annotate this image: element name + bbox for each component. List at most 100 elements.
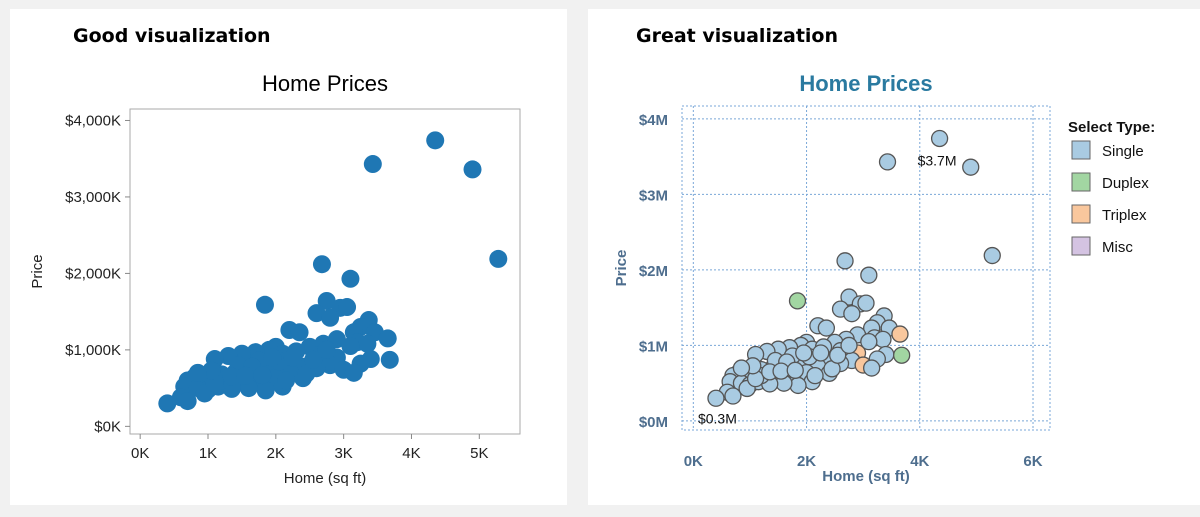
legend-item-duplex[interactable]: Duplex bbox=[1102, 175, 1149, 192]
scatter-point bbox=[312, 255, 331, 274]
left-panel-heading: Good visualization bbox=[73, 25, 271, 47]
y-tick-label: $0M bbox=[639, 414, 668, 431]
y-axis-label: Price bbox=[613, 250, 630, 287]
scatter-point-single bbox=[806, 366, 824, 385]
y-tick-label: $1,000K bbox=[65, 342, 121, 359]
scatter-point-single bbox=[860, 266, 878, 284]
y-tick-label: $2,000K bbox=[65, 265, 121, 282]
scatter-point bbox=[253, 366, 272, 385]
scatter-point bbox=[222, 367, 241, 386]
scatter-point bbox=[321, 308, 340, 327]
scatter-point bbox=[277, 371, 295, 390]
scatter-point-single bbox=[857, 294, 875, 312]
legend-swatch-single[interactable] bbox=[1071, 140, 1091, 160]
x-tick-label: 6K bbox=[1023, 453, 1042, 470]
scatter-point-triplex bbox=[891, 325, 909, 343]
scatter-point bbox=[341, 269, 360, 288]
scatter-point bbox=[489, 249, 508, 268]
scatter-point-single bbox=[930, 129, 949, 148]
legend-swatch-duplex[interactable] bbox=[1071, 172, 1091, 192]
x-tick-label: 0K bbox=[131, 445, 149, 462]
legend-swatch-misc[interactable] bbox=[1071, 236, 1091, 256]
scatter-point bbox=[317, 291, 336, 310]
right-panel: Great visualization Home Prices 0K 2K 4K 6K $… bbox=[588, 9, 1200, 505]
scatter-point-single bbox=[829, 346, 847, 364]
scatter-point bbox=[463, 160, 482, 179]
y-axis-label: Price bbox=[29, 254, 46, 288]
y-tick-label: $1M bbox=[639, 338, 668, 355]
right-panel-heading: Great visualization bbox=[636, 25, 839, 47]
scatter-point-single bbox=[878, 153, 897, 171]
plot-frame bbox=[129, 108, 521, 435]
y-tick-label: $4,000K bbox=[65, 112, 121, 129]
scatter-point-duplex bbox=[788, 292, 807, 310]
scatter-point bbox=[307, 304, 326, 323]
right-chart: Home Prices 0K 2K 4K 6K $0M $1M $2M $3M $4M Home (… bbox=[613, 71, 1155, 485]
scatter-point bbox=[283, 348, 302, 367]
x-tick-label: 4K bbox=[402, 445, 420, 462]
scatter-point-single bbox=[874, 330, 892, 349]
x-tick-label: 3K bbox=[334, 445, 352, 462]
scatter-point bbox=[158, 394, 177, 413]
scatter-point-single bbox=[707, 389, 725, 407]
scatter-point-single bbox=[863, 359, 881, 377]
scatter-point-single bbox=[840, 336, 858, 355]
scatter-point-single bbox=[786, 361, 804, 379]
legend-item-misc[interactable]: Misc bbox=[1102, 239, 1133, 256]
scatter-point-single bbox=[789, 376, 807, 395]
scatter-point-single bbox=[817, 319, 836, 337]
scatter-point-single bbox=[836, 252, 854, 270]
scatter-point bbox=[178, 392, 197, 411]
x-axis-label: Home (sq ft) bbox=[822, 468, 910, 485]
x-tick-label: 1K bbox=[199, 445, 217, 462]
legend-item-triplex[interactable]: Triplex bbox=[1102, 207, 1147, 224]
scatter-point-duplex bbox=[893, 346, 911, 364]
scatter-point-single bbox=[860, 332, 878, 351]
scatter-point bbox=[236, 366, 255, 385]
plot-frame bbox=[681, 105, 1051, 431]
legend-title: Select Type: bbox=[1068, 119, 1155, 136]
scatter-point bbox=[338, 298, 357, 317]
annotation-max-price: $3.7M bbox=[918, 152, 957, 168]
x-tick-label: 5K bbox=[470, 445, 488, 462]
annotation-min-price: $0.3M bbox=[698, 410, 737, 426]
x-axis-label: Home (sq ft) bbox=[284, 470, 367, 487]
y-tick-label: $3M bbox=[639, 187, 668, 204]
scatter-point bbox=[426, 131, 445, 150]
x-tick-label: 0K bbox=[684, 453, 703, 470]
scatter-point bbox=[290, 323, 309, 342]
scatter-point-single bbox=[983, 246, 1001, 265]
scatter-point bbox=[358, 334, 377, 353]
scatter-point bbox=[188, 363, 207, 382]
scatter-point-single bbox=[843, 305, 861, 323]
scatter-point bbox=[263, 348, 282, 367]
scatter-point-single bbox=[732, 359, 751, 377]
y-tick-label: $0K bbox=[94, 418, 121, 435]
legend-item-single[interactable]: Single bbox=[1102, 143, 1144, 160]
y-tick-label: $3,000K bbox=[65, 189, 121, 206]
x-tick-label: 4K bbox=[910, 453, 929, 470]
scatter-point bbox=[380, 350, 399, 369]
scatter-point bbox=[363, 155, 382, 174]
x-tick-label: 2K bbox=[267, 445, 285, 462]
scatter-point bbox=[341, 337, 360, 356]
scatter-point bbox=[304, 350, 323, 369]
scatter-point bbox=[256, 381, 275, 400]
scatter-point-single bbox=[724, 387, 742, 405]
legend-swatch-triplex[interactable] bbox=[1071, 204, 1091, 224]
scatter-point-single bbox=[962, 158, 980, 176]
chart-title: Home Prices bbox=[262, 71, 388, 96]
scatter-point bbox=[317, 340, 336, 359]
y-tick-label: $2M bbox=[639, 263, 668, 280]
x-tick-label: 2K bbox=[797, 453, 816, 470]
scatter-point bbox=[202, 361, 221, 380]
scatter-point bbox=[378, 329, 397, 348]
scatter-point bbox=[344, 363, 363, 382]
y-tick-label: $4M bbox=[639, 112, 668, 129]
scatter-point bbox=[321, 356, 340, 375]
scatter-point-single bbox=[795, 344, 813, 362]
left-panel: Good visualization Home Prices 0K 1K 2K 3K 4K… bbox=[10, 9, 567, 505]
scatter-point-single bbox=[812, 344, 830, 362]
scatter-point bbox=[255, 295, 274, 314]
left-chart: Home Prices 0K 1K 2K 3K 4K 5K $0K $1,000K $2,000K… bbox=[29, 71, 521, 487]
